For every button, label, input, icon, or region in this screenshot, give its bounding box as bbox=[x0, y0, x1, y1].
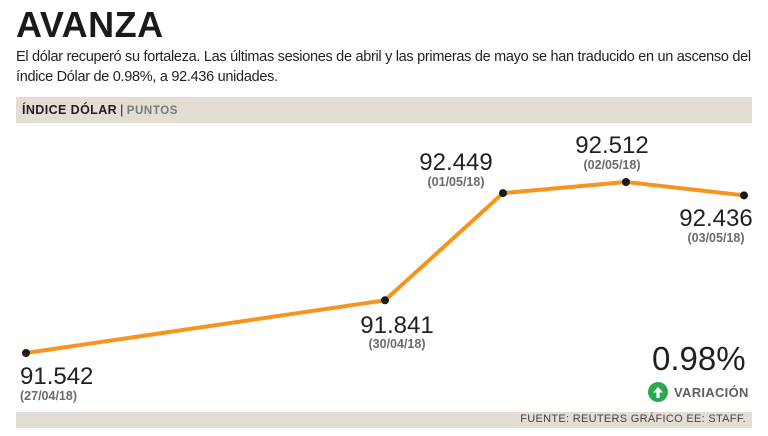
footer-bar: FUENTE: REUTERS GRÁFICO EE: STAFF. bbox=[16, 412, 752, 428]
arrow-up-icon bbox=[648, 382, 668, 402]
source-credit: FUENTE: REUTERS GRÁFICO EE: STAFF. bbox=[520, 413, 746, 425]
index-name: ÍNDICE DÓLAR bbox=[22, 103, 118, 117]
data-point bbox=[740, 191, 748, 200]
chart-description: El dólar recuperó su fortaleza. Las últi… bbox=[16, 49, 751, 85]
x-date-label: (02/05/18) bbox=[584, 158, 641, 172]
x-date-label: (01/05/18) bbox=[428, 175, 485, 189]
data-value-label: 92.512 bbox=[575, 132, 648, 159]
chart-header-label: ÍNDICE DÓLAR | PUNTOS bbox=[22, 103, 178, 117]
data-value-label: 92.449 bbox=[419, 149, 492, 176]
variation-indicator: VARIACIÓN bbox=[648, 382, 749, 402]
data-point bbox=[499, 189, 507, 198]
data-point bbox=[22, 349, 30, 357]
data-point bbox=[381, 296, 389, 305]
unit-label: PUNTOS bbox=[126, 105, 179, 117]
variation-value: 0.98% bbox=[652, 340, 746, 377]
data-point bbox=[622, 178, 630, 186]
data-value-label: 92.436 bbox=[679, 205, 752, 232]
chart-header-bar: ÍNDICE DÓLAR | PUNTOS bbox=[16, 97, 752, 123]
data-value-label: 91.841 bbox=[360, 312, 433, 339]
data-value-label: 91.542 bbox=[20, 363, 93, 390]
x-date-label: (30/04/18) bbox=[369, 337, 426, 351]
x-date-label: (27/04/18) bbox=[20, 389, 77, 403]
chart-title: AVANZA bbox=[16, 4, 164, 45]
x-date-label: (03/05/18) bbox=[688, 231, 745, 245]
header-separator: | bbox=[120, 103, 124, 117]
variation-label: VARIACIÓN bbox=[674, 384, 749, 400]
